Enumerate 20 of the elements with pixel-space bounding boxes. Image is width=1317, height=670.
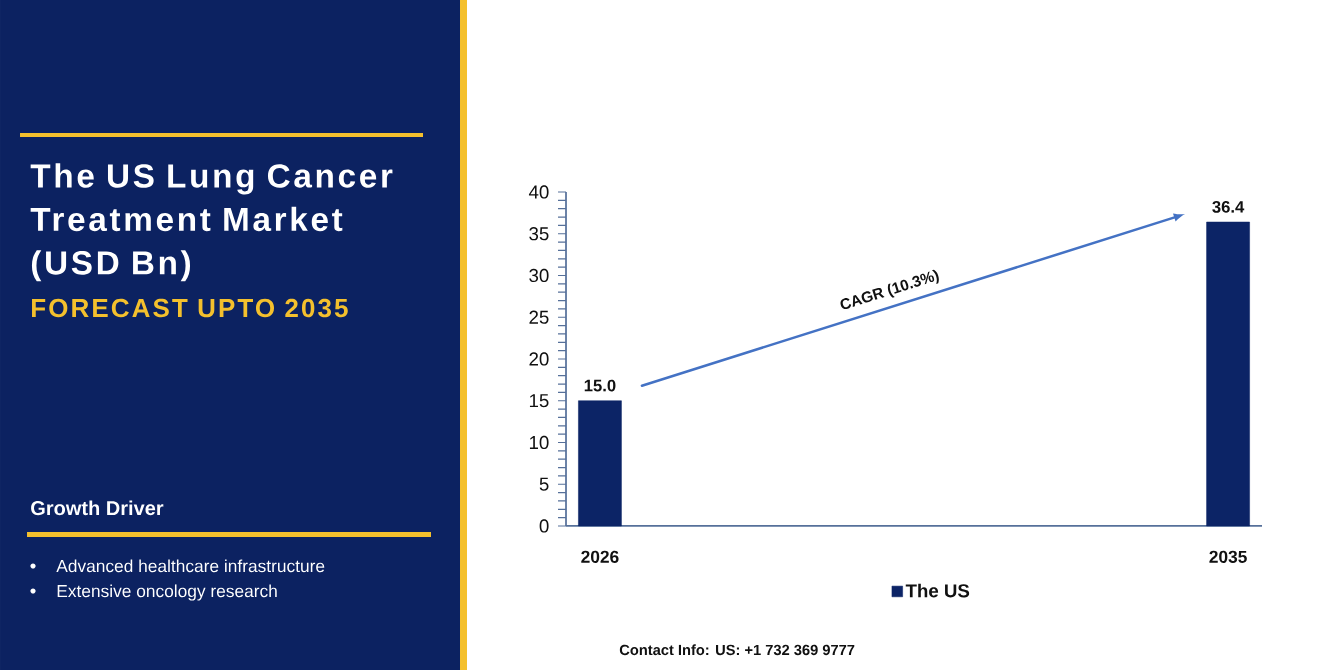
y-tick-label: 10 xyxy=(529,435,549,450)
text: Contact Info: US: +1 732 369 9777 xyxy=(619,644,855,656)
y-tick-label: 0 xyxy=(539,519,549,533)
text: Advanced healthcare infrastructure xyxy=(56,559,325,573)
y-tick-label: 40 xyxy=(528,185,549,199)
data-label: 36.4 xyxy=(1212,200,1245,213)
x-tick-label: 2035 xyxy=(1209,550,1247,563)
y-tick-label: 20 xyxy=(529,352,549,366)
y-tick-label: 30 xyxy=(529,268,549,283)
text: The US Lung Cancer Treatment Market (USD Bn) xyxy=(30,163,393,282)
data-label: 15.0 xyxy=(584,379,616,392)
text: FORECAST UPTO 2035 xyxy=(32,298,348,318)
text: Growth Driver xyxy=(31,500,164,516)
y-tick-label: 25 xyxy=(529,310,549,324)
legend-label: The US xyxy=(905,583,970,598)
y-tick-label: 5 xyxy=(539,477,549,491)
y-tick-label: 15 xyxy=(529,394,549,408)
x-tick-label: 2026 xyxy=(581,550,619,563)
text: Extensive oncology research xyxy=(57,584,277,601)
y-tick-label: 35 xyxy=(529,227,549,241)
